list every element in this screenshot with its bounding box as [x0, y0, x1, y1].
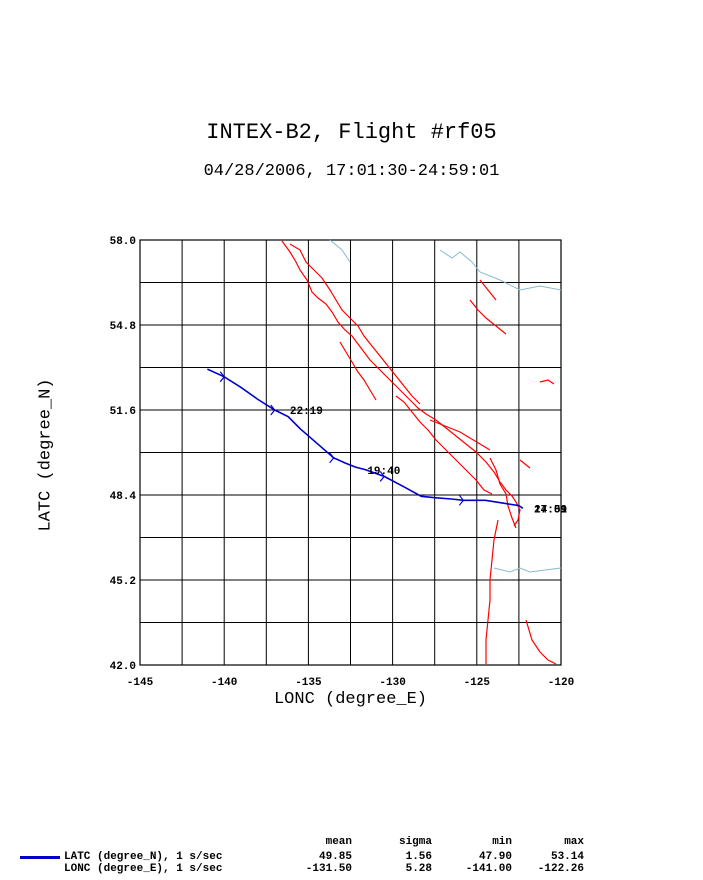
y-axis-label: LATC (degree_N)	[36, 378, 56, 532]
border-segment	[439, 249, 562, 291]
coastline-map	[281, 239, 562, 665]
direction-marker	[219, 371, 225, 383]
coastline-segment	[539, 379, 555, 385]
time-annotation: 19:40	[367, 466, 400, 478]
direction-marker	[329, 452, 335, 464]
stats-latc-max: 53.14	[550, 851, 584, 863]
coastline-segment	[395, 395, 493, 495]
coastline-segment	[489, 457, 517, 529]
coastline-segment	[485, 519, 499, 664]
time-annotation: 24:59	[534, 504, 567, 516]
stats-latc-mean: 49.85	[318, 851, 352, 863]
grid-layer	[139, 239, 562, 666]
y-tick-label: 58.0	[110, 236, 136, 248]
x-tick-label: -120	[548, 677, 574, 689]
direction-marker	[270, 404, 276, 416]
legend-row-latc: LATC (degree_N), 1 s/sec	[64, 851, 223, 863]
y-tick-label: 54.8	[110, 321, 137, 333]
coastline-segment	[429, 419, 491, 451]
coastline-segment	[289, 243, 421, 405]
stats-header-max: max	[564, 836, 584, 848]
x-axis-label: LONC (degree_E)	[273, 690, 428, 709]
coastline-segment	[519, 459, 531, 469]
x-tick-label: -130	[379, 677, 405, 689]
time-annotation: 17:01	[534, 504, 567, 516]
y-tick-label: 45.2	[110, 576, 136, 588]
x-tick-label: -140	[211, 677, 237, 689]
y-tick-label: 51.6	[110, 406, 136, 418]
coastline-segment	[281, 240, 521, 527]
border-segment	[493, 567, 562, 573]
stats-lonc-mean: -131.50	[305, 863, 352, 875]
direction-marker	[458, 494, 465, 506]
x-tick-label: -125	[464, 677, 491, 689]
coastline-segment	[339, 341, 377, 401]
statistics-table: mean sigma min max LATC (degree_N), 1 s/…	[0, 836, 703, 880]
coastline-segment	[469, 299, 507, 335]
stats-lonc-sigma: 5.28	[405, 863, 432, 875]
x-tick-label: -145	[127, 677, 154, 689]
coastline-segment	[479, 279, 497, 301]
direction-marker	[379, 471, 385, 482]
stats-lonc-min: -141.00	[465, 863, 512, 875]
border-segment	[329, 239, 351, 263]
stats-header-mean: mean	[325, 836, 352, 848]
chart-title: INTEX-B2, Flight #rf05	[206, 120, 497, 145]
stats-header-sigma: sigma	[398, 836, 432, 848]
coastline-segment	[525, 619, 557, 665]
time-annotation: 22:19	[290, 406, 323, 418]
y-tick-label: 42.0	[110, 661, 136, 673]
stats-latc-sigma: 1.56	[405, 851, 432, 863]
x-tick-label: -135	[295, 677, 322, 689]
stats-header-min: min	[492, 836, 512, 848]
flight-track-layer	[207, 368, 524, 509]
legend-row-lonc: LONC (degree_E), 1 s/sec	[64, 863, 223, 875]
stats-lonc-max: -122.26	[537, 863, 584, 875]
y-tick-label: 48.4	[110, 491, 137, 503]
chart-subtitle: 04/28/2006, 17:01:30-24:59:01	[203, 162, 500, 181]
stats-latc-min: 47.90	[478, 851, 512, 863]
legend-line-swatch	[20, 856, 60, 859]
flight-track-line	[207, 368, 524, 509]
tick-label-layer: -145 -140 -135 -130 -125 -120 42.0 45.2 48.4 51.6…	[110, 236, 575, 689]
plot-frame	[139, 239, 562, 666]
